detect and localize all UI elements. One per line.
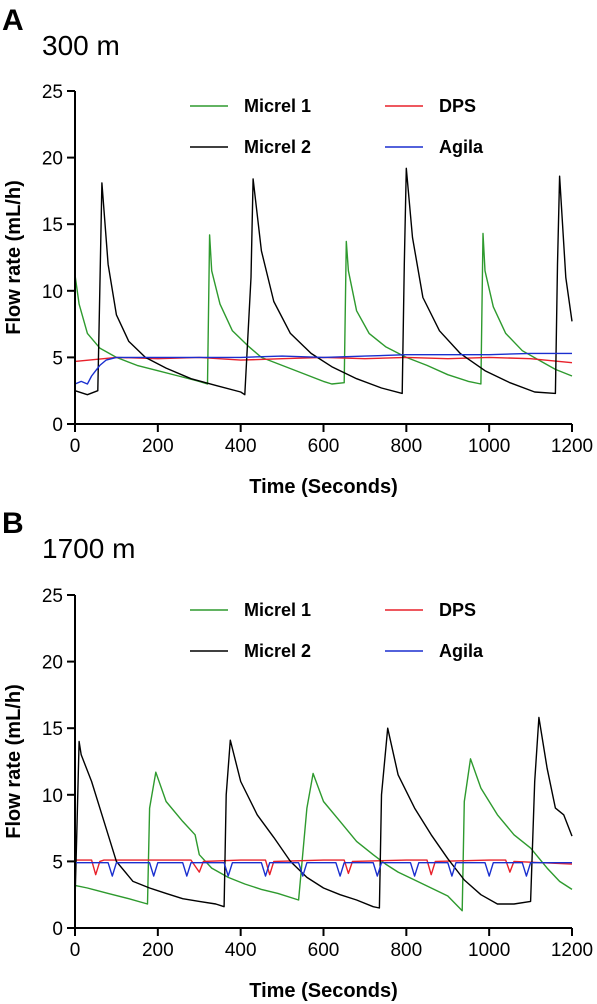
x-axis-title: Time (Seconds)	[249, 476, 398, 498]
y-axis-title: Flow rate (mL/h)	[3, 684, 25, 838]
series-line-agila	[74, 352, 572, 385]
y-tick-label: 0	[52, 919, 63, 940]
series-lines	[74, 167, 573, 396]
y-tick-label: 15	[42, 215, 63, 236]
x-tick-label: 1000	[468, 940, 510, 961]
chart-panel-a: A 300 m 0 5 10 15 20 25 0 200 400 600 800 1000 1200 Tim…	[2, 4, 593, 498]
x-tick-label: 1000	[468, 436, 510, 457]
series-lines	[74, 716, 573, 912]
x-tick-label: 400	[225, 940, 257, 961]
y-tick-label: 25	[42, 586, 63, 607]
x-tick-label: 1200	[551, 940, 593, 961]
y-tick-label: 20	[42, 149, 63, 170]
series-line-micrel-2	[74, 167, 573, 396]
x-tick-label: 800	[390, 436, 422, 457]
y-axis-title: Flow rate (mL/h)	[3, 180, 25, 334]
legend: Micrel 1 DPS Micrel 2 Agila	[190, 96, 484, 157]
panel-title: 1700 m	[42, 533, 135, 564]
x-tick-label: 400	[225, 436, 257, 457]
x-tick-label: 600	[308, 940, 340, 961]
x-tick-label: 600	[308, 436, 340, 457]
y-tick-label: 5	[52, 348, 63, 369]
series-line-agila	[75, 862, 572, 877]
series-line-dps	[75, 859, 573, 876]
legend-label-micrel-2: Micrel 2	[244, 137, 311, 157]
legend-label-dps: DPS	[439, 96, 476, 116]
y-tick-label: 15	[42, 719, 63, 740]
y-tick-label: 10	[42, 786, 63, 807]
legend-label-micrel-2: Micrel 2	[244, 641, 311, 661]
legend-label-micrel-1: Micrel 1	[244, 600, 311, 620]
y-tick-label: 25	[42, 82, 63, 103]
legend-label-agila: Agila	[439, 137, 484, 157]
series-line-micrel-1	[74, 758, 573, 912]
x-tick-label: 200	[142, 940, 174, 961]
panel-letter: A	[2, 4, 24, 37]
x-tick-label: 1200	[551, 436, 593, 457]
legend-label-agila: Agila	[439, 641, 484, 661]
y-tick-label: 0	[52, 415, 63, 436]
x-tick-label: 0	[70, 940, 81, 961]
x-axis-title: Time (Seconds)	[249, 980, 398, 1002]
panel-letter: B	[2, 507, 24, 540]
legend: Micrel 1 DPS Micrel 2 Agila	[190, 600, 484, 661]
y-tick-label: 5	[52, 852, 63, 873]
y-tick-label: 10	[42, 282, 63, 303]
x-tick-label: 0	[70, 436, 81, 457]
y-tick-label: 20	[42, 653, 63, 674]
panel-title: 300 m	[42, 30, 120, 61]
series-line-micrel-1	[74, 232, 573, 385]
chart-panel-b: B 1700 m 0 5 10 15 20 25 0 200 400 600 800 1000 1200 Ti…	[2, 507, 593, 1002]
legend-label-dps: DPS	[439, 600, 476, 620]
series-line-micrel-2	[74, 716, 573, 909]
x-tick-label: 800	[390, 940, 422, 961]
legend-label-micrel-1: Micrel 1	[244, 96, 311, 116]
x-tick-label: 200	[142, 436, 174, 457]
